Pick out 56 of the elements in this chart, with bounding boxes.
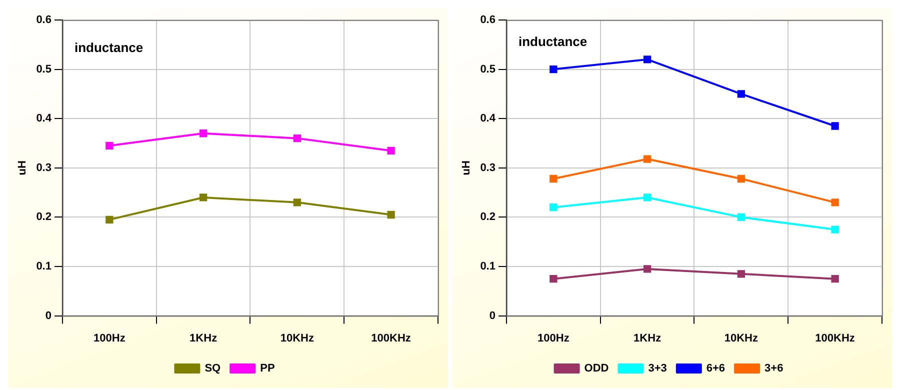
point [550, 65, 558, 74]
point [293, 134, 302, 142]
annotation: inductance [518, 34, 588, 50]
y-tick-label: 0 [45, 310, 52, 322]
point [550, 274, 558, 283]
y-tick-label: 0.1 [480, 260, 496, 273]
y-tick-label: 0.1 [36, 260, 52, 273]
x-tick-label: 1KHz [190, 332, 218, 344]
y-tick-label: 0.4 [480, 112, 496, 125]
point [737, 174, 746, 183]
y-tick-label: 0.3 [480, 162, 496, 174]
legend-label: SQ [204, 362, 222, 375]
point [106, 142, 114, 150]
y-tick-label: 0.3 [36, 162, 52, 174]
legend-label: 6+6 [706, 362, 726, 375]
point [643, 56, 652, 64]
x-tick-label: 10KHz [280, 332, 314, 344]
y-tick-label: 0.6 [36, 14, 52, 26]
x-tick-label: 100Hz [538, 332, 570, 344]
y-tick-label: 0.6 [480, 14, 496, 26]
point [737, 90, 746, 98]
point [199, 194, 208, 202]
point [643, 194, 652, 202]
point [643, 265, 652, 273]
legend-label: ODD [584, 362, 609, 375]
legend-label: 3+6 [764, 362, 784, 375]
x-tick-label: 10KHz [724, 332, 758, 344]
y-tick-label: 0.2 [36, 211, 52, 224]
point [106, 216, 114, 224]
point [831, 122, 839, 130]
y-tick-label: 0.5 [480, 63, 496, 76]
y-tick-label: 0 [489, 310, 496, 322]
point [387, 210, 395, 219]
point [831, 226, 839, 234]
point [737, 213, 746, 222]
point [199, 130, 208, 138]
point [550, 204, 558, 212]
point [643, 155, 652, 163]
y-tick-label: 0.5 [36, 63, 52, 76]
x-tick-label: 1KHz [634, 332, 662, 344]
x-tick-label: 100Hz [94, 332, 126, 344]
point [550, 174, 558, 183]
point [387, 146, 395, 154]
point [293, 198, 302, 206]
y-tick-label: 0.4 [36, 112, 52, 125]
annotation: inductance [74, 40, 144, 56]
y-axis-title: uH [16, 160, 29, 176]
x-tick-label: 100KHz [815, 332, 856, 344]
y-axis-title: uH [460, 160, 473, 176]
point [831, 198, 839, 206]
x-tick-label: 100KHz [371, 332, 412, 344]
y-tick-label: 0.2 [480, 211, 496, 224]
point [737, 270, 746, 278]
legend-label: 3+3 [648, 362, 667, 375]
point [831, 274, 839, 283]
legend-label: PP [260, 362, 275, 375]
